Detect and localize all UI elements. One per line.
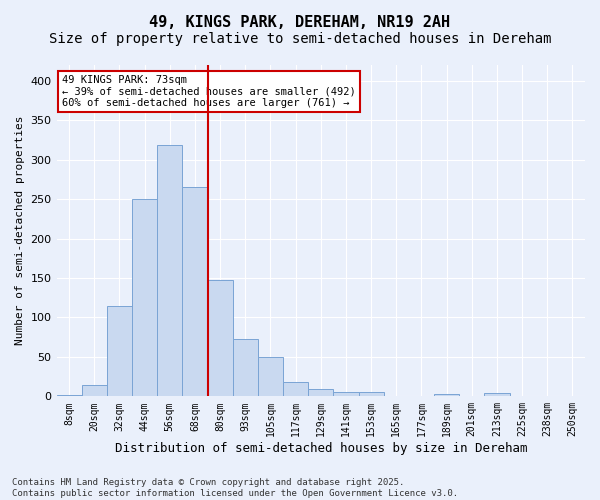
Bar (434, 394, 459, 396)
Bar (82, 384, 107, 396)
Text: 49, KINGS PARK, DEREHAM, NR19 2AH: 49, KINGS PARK, DEREHAM, NR19 2AH (149, 15, 451, 30)
Text: Size of property relative to semi-detached houses in Dereham: Size of property relative to semi-detach… (49, 32, 551, 46)
Bar (56, 395, 82, 396)
Bar (208, 280, 233, 396)
Text: Contains HM Land Registry data © Crown copyright and database right 2025.
Contai: Contains HM Land Registry data © Crown c… (12, 478, 458, 498)
Bar (107, 306, 132, 396)
Bar (308, 389, 334, 396)
Y-axis label: Number of semi-detached properties: Number of semi-detached properties (15, 116, 25, 346)
Bar (132, 199, 157, 396)
Bar (334, 392, 359, 396)
Bar (484, 393, 509, 396)
Text: 49 KINGS PARK: 73sqm
← 39% of semi-detached houses are smaller (492)
60% of semi: 49 KINGS PARK: 73sqm ← 39% of semi-detac… (62, 75, 356, 108)
Bar (182, 188, 208, 396)
X-axis label: Distribution of semi-detached houses by size in Dereham: Distribution of semi-detached houses by … (115, 442, 527, 455)
Bar (258, 357, 283, 397)
Bar (359, 392, 383, 396)
Bar (283, 382, 308, 396)
Bar (157, 146, 182, 396)
Bar (233, 338, 258, 396)
